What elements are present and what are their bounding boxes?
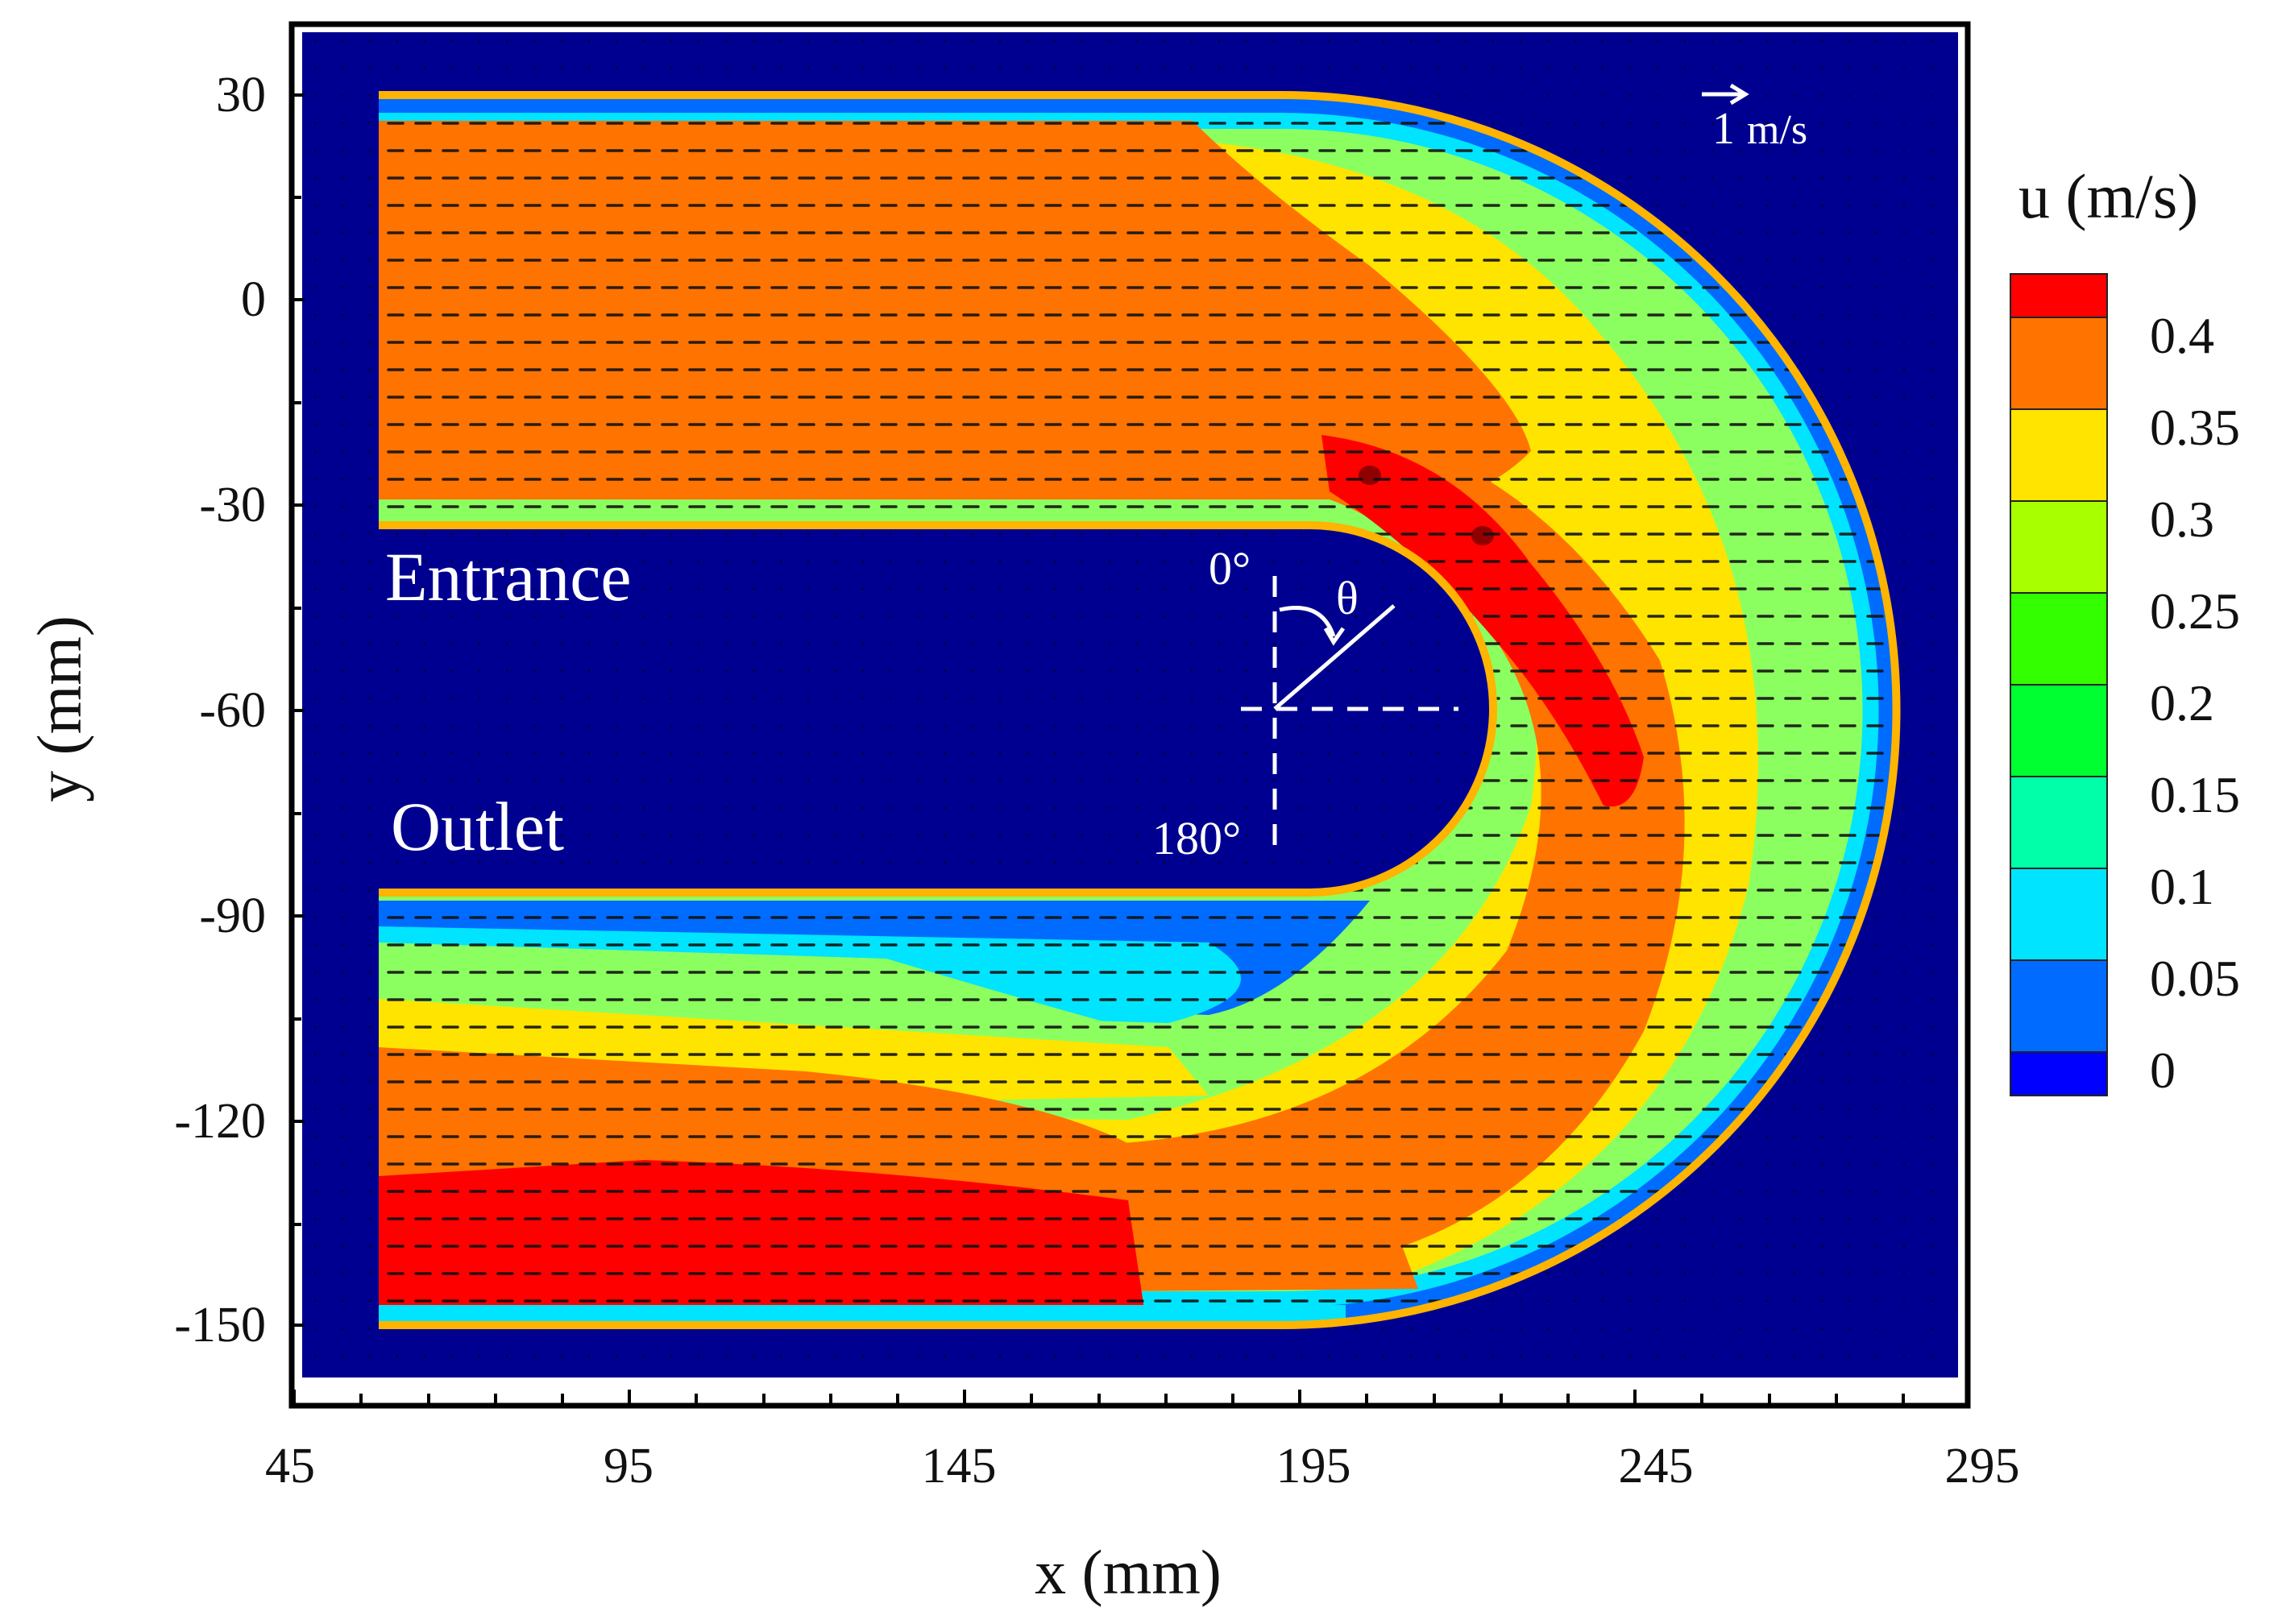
y-tick-neg60: -60 bbox=[199, 683, 266, 738]
y-tick-0: 0 bbox=[241, 272, 266, 327]
colorbar-tick: 0.3 bbox=[2150, 491, 2214, 548]
reference-vector-unit: m/s bbox=[1747, 107, 1807, 153]
channel-walls bbox=[379, 91, 1901, 1329]
y-axis-title: y (mm) bbox=[24, 615, 94, 802]
y-tick-30: 30 bbox=[216, 68, 266, 122]
x-tick-95: 95 bbox=[604, 1439, 653, 1494]
x-tick-195: 195 bbox=[1276, 1439, 1351, 1494]
entrance-label: Entrance bbox=[385, 538, 632, 615]
colorbar-tick: 0.2 bbox=[2150, 674, 2214, 731]
angle-180-label: 180° bbox=[1152, 812, 1241, 864]
reference-vector: 1 m/s bbox=[1702, 83, 1807, 154]
x-tick-295: 295 bbox=[1945, 1439, 2020, 1494]
y-axis-tick-labels: 30 0 -30 -60 -90 -120 -150 bbox=[174, 68, 266, 1353]
y-tick-neg30: -30 bbox=[199, 478, 266, 532]
theta-label: θ bbox=[1336, 572, 1359, 624]
colorbar-tick: 0.15 bbox=[2150, 766, 2240, 823]
x-axis-ticks bbox=[292, 1390, 1905, 1406]
y-axis-ticks bbox=[292, 93, 305, 1327]
angle-0-label: 0° bbox=[1209, 542, 1251, 594]
x-tick-245: 245 bbox=[1619, 1439, 1694, 1494]
outlet-label: Outlet bbox=[391, 788, 564, 865]
x-tick-45: 45 bbox=[265, 1439, 315, 1494]
x-axis-title: x (mm) bbox=[1035, 1537, 1222, 1607]
colorbar-tick: 0.4 bbox=[2150, 307, 2214, 364]
colorbar-tick: 0.1 bbox=[2150, 858, 2214, 915]
x-axis-tick-labels: 45 95 145 195 245 295 bbox=[265, 1439, 2020, 1494]
angle-annotation bbox=[1241, 576, 1458, 846]
reference-vector-value: 1 bbox=[1712, 104, 1735, 154]
inner-wall bbox=[379, 521, 1497, 897]
colorbar-tick: 0 bbox=[2150, 1042, 2176, 1099]
colorbar-title: u (m/s) bbox=[2018, 161, 2198, 231]
colorbar-tick: 0.35 bbox=[2150, 399, 2240, 456]
y-tick-neg150: -150 bbox=[174, 1298, 266, 1353]
y-tick-neg90: -90 bbox=[199, 889, 266, 943]
colorbar-tick: 0.25 bbox=[2150, 582, 2240, 640]
colorbar-tick: 0.05 bbox=[2150, 950, 2240, 1007]
x-tick-145: 145 bbox=[922, 1439, 997, 1494]
outer-wall bbox=[379, 91, 1901, 1329]
colorbar: u (m/s) 0.4 0.35 0.3 0.25 0.2 0.15 0.1 0… bbox=[2010, 161, 2240, 1099]
y-tick-neg120: -120 bbox=[174, 1094, 266, 1149]
